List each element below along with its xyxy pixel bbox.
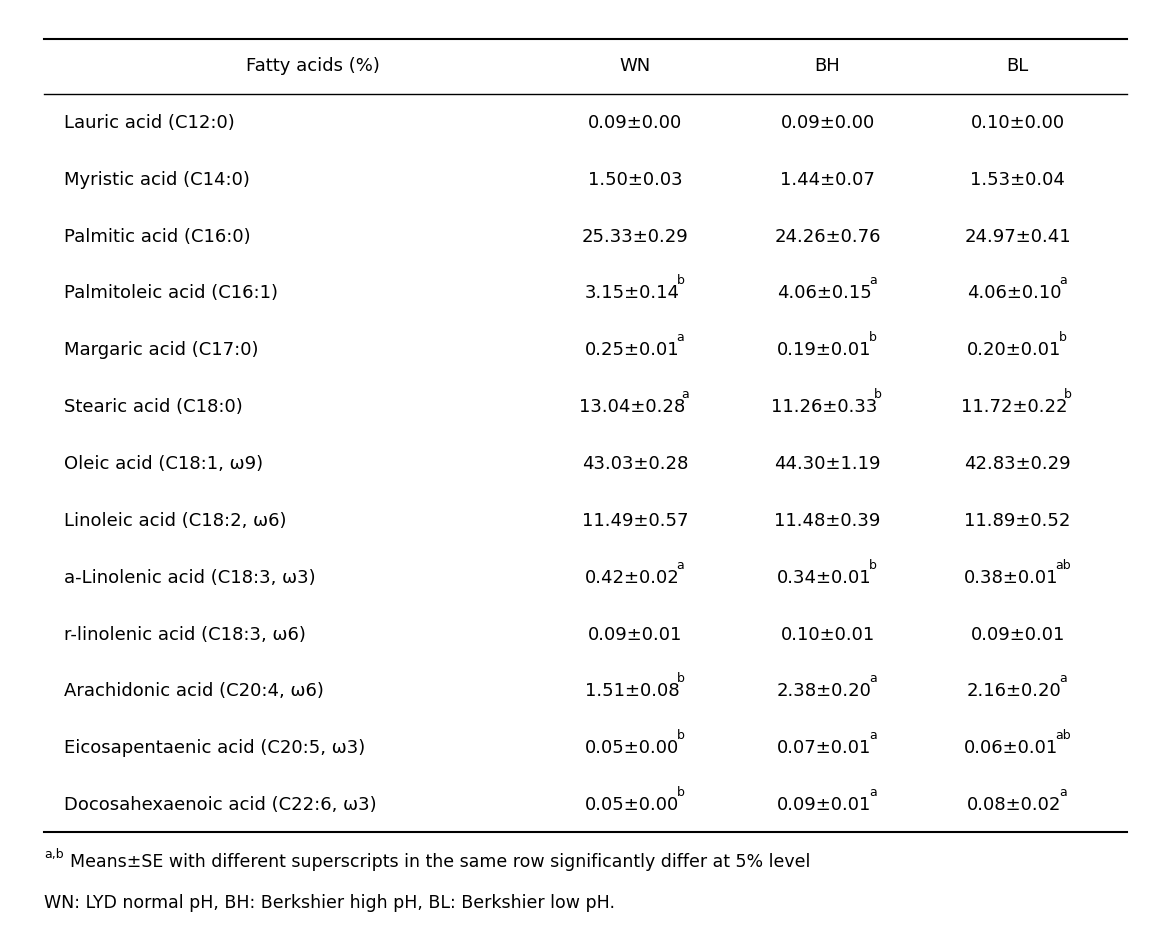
Text: Myristic acid (C14:0): Myristic acid (C14:0) [64,171,249,189]
Text: 13.04±0.28: 13.04±0.28 [578,397,685,415]
Text: a: a [677,558,684,571]
Text: 0.10±0.00: 0.10±0.00 [970,114,1065,132]
Text: a: a [869,274,876,287]
Text: 0.09±0.00: 0.09±0.00 [780,114,875,132]
Text: a,b: a,b [44,847,64,860]
Text: 44.30±1.19: 44.30±1.19 [774,454,881,473]
Text: Lauric acid (C12:0): Lauric acid (C12:0) [64,114,234,132]
Text: 2.16±0.20: 2.16±0.20 [967,682,1062,700]
Text: Palmitoleic acid (C16:1): Palmitoleic acid (C16:1) [64,284,278,302]
Text: Palmitic acid (C16:0): Palmitic acid (C16:0) [64,228,250,245]
Text: WN: LYD normal pH, BH: Berkshier high pH, BL: Berkshier low pH.: WN: LYD normal pH, BH: Berkshier high pH… [44,893,615,912]
Text: Means±SE with different superscripts in the same row significantly differ at 5% : Means±SE with different superscripts in … [70,851,810,870]
Text: Linoleic acid (C18:2, ω6): Linoleic acid (C18:2, ω6) [64,512,286,530]
Text: 0.09±0.01: 0.09±0.01 [588,625,683,643]
Text: 1.53±0.04: 1.53±0.04 [970,171,1065,189]
Text: a: a [869,729,876,741]
Text: b: b [677,672,684,684]
Text: b: b [677,729,684,741]
Text: a: a [869,785,876,799]
Text: 11.72±0.22: 11.72±0.22 [961,397,1067,415]
Text: 0.07±0.01: 0.07±0.01 [777,738,872,756]
Text: Margaric acid (C17:0): Margaric acid (C17:0) [64,341,258,359]
Text: 4.06±0.15: 4.06±0.15 [777,284,872,302]
Text: a: a [1059,785,1066,799]
Text: b: b [874,388,881,400]
Text: 43.03±0.28: 43.03±0.28 [582,454,688,473]
Text: Eicosapentaenic acid (C20:5, ω3): Eicosapentaenic acid (C20:5, ω3) [64,738,365,756]
Text: 0.42±0.02: 0.42±0.02 [584,568,679,586]
Text: a: a [681,388,688,400]
Text: b: b [677,274,684,287]
Text: 4.06±0.10: 4.06±0.10 [967,284,1062,302]
Text: BH: BH [815,57,840,76]
Text: b: b [677,785,684,799]
Text: Arachidonic acid (C20:4, ω6): Arachidonic acid (C20:4, ω6) [64,682,323,700]
Text: 11.48±0.39: 11.48±0.39 [774,512,881,530]
Text: 0.05±0.00: 0.05±0.00 [585,795,679,813]
Text: 24.26±0.76: 24.26±0.76 [774,228,881,245]
Text: ab: ab [1056,729,1071,741]
Text: r-linolenic acid (C18:3, ω6): r-linolenic acid (C18:3, ω6) [64,625,306,643]
Text: a: a [1059,274,1066,287]
Text: a: a [677,331,684,344]
Text: 3.15±0.14: 3.15±0.14 [584,284,679,302]
Text: WN: WN [620,57,650,76]
Text: 0.19±0.01: 0.19±0.01 [777,341,872,359]
Text: 0.10±0.01: 0.10±0.01 [780,625,875,643]
Text: a: a [1059,672,1066,684]
Text: a: a [869,672,876,684]
Text: 0.05±0.00: 0.05±0.00 [585,738,679,756]
Text: b: b [869,558,876,571]
Text: Fatty acids (%): Fatty acids (%) [246,57,380,76]
Text: 0.09±0.01: 0.09±0.01 [777,795,872,813]
Text: 0.09±0.01: 0.09±0.01 [970,625,1065,643]
Text: 11.49±0.57: 11.49±0.57 [582,512,688,530]
Text: 0.38±0.01: 0.38±0.01 [964,568,1058,586]
Text: 11.26±0.33: 11.26±0.33 [771,397,877,415]
Text: Stearic acid (C18:0): Stearic acid (C18:0) [64,397,242,415]
Text: 1.51±0.08: 1.51±0.08 [584,682,679,700]
Text: 2.38±0.20: 2.38±0.20 [777,682,872,700]
Text: 0.25±0.01: 0.25±0.01 [584,341,679,359]
Text: 24.97±0.41: 24.97±0.41 [964,228,1071,245]
Text: ab: ab [1056,558,1071,571]
Text: 25.33±0.29: 25.33±0.29 [582,228,688,245]
Text: 1.44±0.07: 1.44±0.07 [780,171,875,189]
Text: b: b [869,331,876,344]
Text: b: b [1064,388,1071,400]
Text: b: b [1059,331,1066,344]
Text: 0.09±0.00: 0.09±0.00 [588,114,683,132]
Text: 0.08±0.02: 0.08±0.02 [967,795,1062,813]
Text: 11.89±0.52: 11.89±0.52 [964,512,1071,530]
Text: 1.50±0.03: 1.50±0.03 [588,171,683,189]
Text: BL: BL [1006,57,1029,76]
Text: Docosahexaenoic acid (C22:6, ω3): Docosahexaenoic acid (C22:6, ω3) [64,795,377,813]
Text: 0.06±0.01: 0.06±0.01 [964,738,1058,756]
Text: 0.34±0.01: 0.34±0.01 [777,568,872,586]
Text: Oleic acid (C18:1, ω9): Oleic acid (C18:1, ω9) [64,454,263,473]
Text: a-Linolenic acid (C18:3, ω3): a-Linolenic acid (C18:3, ω3) [64,568,315,586]
Text: 42.83±0.29: 42.83±0.29 [964,454,1071,473]
Text: 0.20±0.01: 0.20±0.01 [967,341,1062,359]
